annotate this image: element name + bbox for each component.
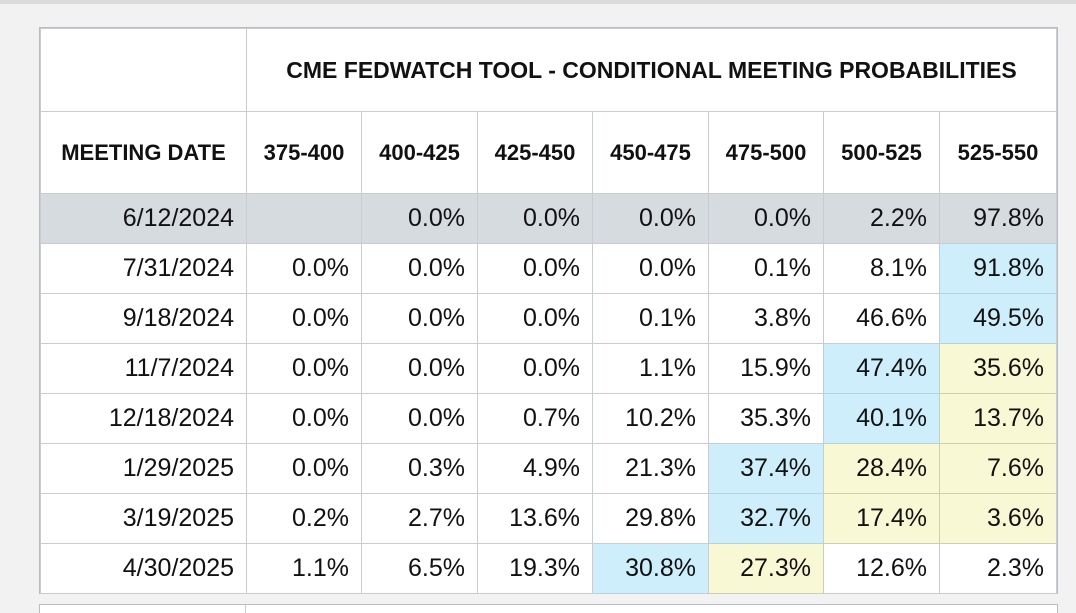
probability-cell: 3.6% bbox=[938, 493, 1058, 544]
table-title: CME FEDWATCH TOOL - CONDITIONAL MEETING … bbox=[245, 28, 1058, 112]
column-header-525-550: 525-550 bbox=[938, 111, 1058, 194]
probability-cell: 46.6% bbox=[823, 293, 940, 344]
probability-cell: 17.4% bbox=[823, 493, 940, 544]
table-row: 3/19/2025 0.2% 2.7% 13.6% 29.8% 32.7% 17.4% 3.6… bbox=[40, 493, 1058, 544]
probability-cell: 32.7% bbox=[708, 493, 824, 544]
probability-cell: 0.0% bbox=[361, 243, 478, 294]
meeting-date-cell: 7/31/2024 bbox=[40, 243, 247, 294]
probability-cell: 40.1% bbox=[823, 393, 940, 444]
meeting-date-header: MEETING DATE bbox=[40, 111, 247, 194]
probability-cell: 35.3% bbox=[708, 393, 824, 444]
table-row: 7/31/2024 0.0% 0.0% 0.0% 0.0% 0.1% 8.1% 91.8% bbox=[40, 243, 1058, 294]
title-row: CME FEDWATCH TOOL - CONDITIONAL MEETING … bbox=[40, 28, 1058, 112]
probability-cell: 29.8% bbox=[592, 493, 709, 544]
probability-cell: 27.3% bbox=[708, 543, 824, 594]
meeting-date-cell: 9/18/2024 bbox=[40, 293, 247, 344]
probability-cell: 47.4% bbox=[823, 343, 940, 394]
fedwatch-table-frame: CME FEDWATCH TOOL - CONDITIONAL MEETING … bbox=[39, 27, 1058, 594]
column-header-450-475: 450-475 bbox=[592, 111, 709, 194]
probability-cell: 0.0% bbox=[708, 193, 824, 244]
probability-cell: 0.2% bbox=[246, 493, 362, 544]
probability-cell: 1.1% bbox=[246, 543, 362, 594]
probability-cell: 4.9% bbox=[477, 443, 593, 494]
probability-cell: 2.7% bbox=[361, 493, 478, 544]
table-row: 6/12/2024 0.0% 0.0% 0.0% 0.0% 2.2% 97.8% bbox=[40, 193, 1058, 244]
column-header-475-500: 475-500 bbox=[708, 111, 824, 194]
meeting-date-cell: 4/30/2025 bbox=[40, 543, 247, 594]
probability-cell: 12.6% bbox=[823, 543, 940, 594]
meeting-date-cell: 1/29/2025 bbox=[40, 443, 247, 494]
probability-cell: 0.0% bbox=[477, 243, 593, 294]
header-row: MEETING DATE 375-400 400-425 425-450 450-47… bbox=[40, 111, 1058, 194]
probability-cell bbox=[246, 193, 362, 244]
probability-cell: 91.8% bbox=[938, 243, 1058, 294]
probability-table: CME FEDWATCH TOOL - CONDITIONAL MEETING … bbox=[40, 28, 1058, 594]
probability-cell: 0.7% bbox=[477, 393, 593, 444]
probability-cell: 0.0% bbox=[477, 293, 593, 344]
probability-cell: 35.6% bbox=[938, 343, 1058, 394]
probability-cell: 0.0% bbox=[477, 193, 593, 244]
column-header-375-400: 375-400 bbox=[246, 111, 362, 194]
probability-cell: 3.8% bbox=[708, 293, 824, 344]
table-row: 1/29/2025 0.0% 0.3% 4.9% 21.3% 37.4% 28.4% 7.6% bbox=[40, 443, 1058, 494]
probability-cell: 37.4% bbox=[708, 443, 824, 494]
probability-cell: 0.0% bbox=[592, 193, 709, 244]
meeting-date-cell: 11/7/2024 bbox=[40, 343, 247, 394]
probability-cell: 0.0% bbox=[361, 393, 478, 444]
probability-cell: 0.0% bbox=[592, 243, 709, 294]
probability-cell: 49.5% bbox=[938, 293, 1058, 344]
meeting-date-cell: 6/12/2024 bbox=[40, 193, 247, 244]
probability-cell: 0.0% bbox=[361, 343, 478, 394]
probability-cell: 15.9% bbox=[708, 343, 824, 394]
meeting-date-cell: 12/18/2024 bbox=[40, 393, 247, 444]
top-border-line bbox=[0, 0, 1076, 4]
probability-cell: 2.3% bbox=[938, 543, 1058, 594]
probability-cell: 13.7% bbox=[938, 393, 1058, 444]
probability-cell: 2.2% bbox=[823, 193, 940, 244]
probability-cell: 97.8% bbox=[938, 193, 1058, 244]
probability-cell: 10.2% bbox=[592, 393, 709, 444]
probability-cell: 0.3% bbox=[361, 443, 478, 494]
probability-cell: 21.3% bbox=[592, 443, 709, 494]
column-header-500-525: 500-525 bbox=[823, 111, 940, 194]
probability-cell: 0.0% bbox=[246, 443, 362, 494]
table-row: 4/30/2025 1.1% 6.5% 19.3% 30.8% 27.3% 12.6% 2.3… bbox=[40, 543, 1058, 594]
probability-cell: 0.0% bbox=[246, 293, 362, 344]
table-row: 9/18/2024 0.0% 0.0% 0.0% 0.1% 3.8% 46.6% 49.5% bbox=[40, 293, 1058, 344]
probability-cell: 0.0% bbox=[246, 243, 362, 294]
table-row: 12/18/2024 0.0% 0.0% 0.7% 10.2% 35.3% 40.1% 13.… bbox=[40, 393, 1058, 444]
probability-cell: 28.4% bbox=[823, 443, 940, 494]
probability-cell: 0.1% bbox=[592, 293, 709, 344]
column-header-400-425: 400-425 bbox=[361, 111, 478, 194]
probability-cell: 30.8% bbox=[592, 543, 709, 594]
probability-cell: 0.0% bbox=[246, 393, 362, 444]
table-body: CME FEDWATCH TOOL - CONDITIONAL MEETING … bbox=[40, 28, 1058, 594]
probability-cell: 6.5% bbox=[361, 543, 478, 594]
meeting-date-cell: 3/19/2025 bbox=[40, 493, 247, 544]
probability-cell: 13.6% bbox=[477, 493, 593, 544]
corner-cell bbox=[40, 28, 247, 112]
probability-cell: 0.0% bbox=[361, 193, 478, 244]
probability-cell: 0.1% bbox=[708, 243, 824, 294]
probability-cell: 19.3% bbox=[477, 543, 593, 594]
probability-cell: 7.6% bbox=[938, 443, 1058, 494]
next-table-edge bbox=[39, 604, 1058, 613]
column-header-425-450: 425-450 bbox=[477, 111, 593, 194]
probability-cell: 8.1% bbox=[823, 243, 940, 294]
probability-cell: 0.0% bbox=[477, 343, 593, 394]
probability-cell: 0.0% bbox=[246, 343, 362, 394]
probability-cell: 1.1% bbox=[592, 343, 709, 394]
table-row: 11/7/2024 0.0% 0.0% 0.0% 1.1% 15.9% 47.4% 35.6% bbox=[40, 343, 1058, 394]
probability-cell: 0.0% bbox=[361, 293, 478, 344]
